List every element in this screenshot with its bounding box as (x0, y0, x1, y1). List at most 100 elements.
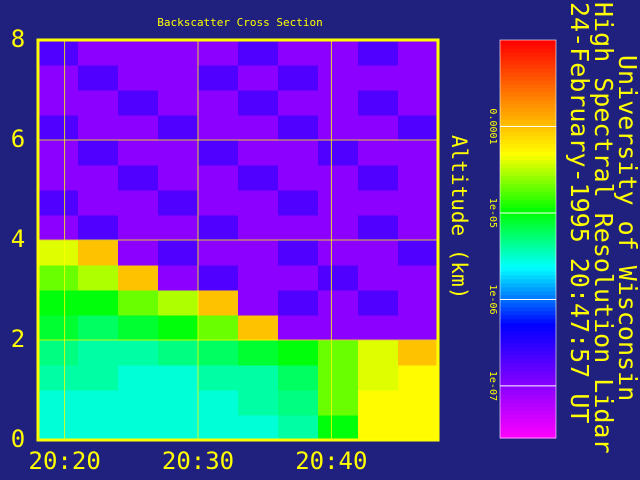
colorbar-segment (500, 223, 556, 228)
heatmap-cell (78, 115, 119, 141)
colorbar-segment (500, 306, 556, 312)
colorbar-segment (500, 310, 556, 316)
heatmap-cell (398, 365, 439, 391)
colorbar-segment (500, 103, 556, 109)
heatmap-cell (198, 240, 239, 266)
colorbar-segment (500, 338, 556, 344)
heatmap-cell (278, 40, 319, 66)
heatmap-cell (278, 165, 319, 191)
heatmap-cell (158, 240, 199, 266)
heatmap-cell (238, 215, 279, 241)
heatmap-cell (398, 215, 439, 241)
heatmap-cell (78, 365, 119, 391)
colorbar-segment (500, 390, 556, 395)
heatmap-cell (318, 290, 359, 316)
heatmap-cell (278, 115, 319, 141)
colorbar-segment (500, 282, 556, 288)
colorbar-segment (500, 254, 556, 260)
heatmap-cell (78, 90, 119, 116)
heatmap-cell (118, 190, 159, 216)
colorbar-segment (500, 119, 556, 125)
heatmap-cell (118, 90, 159, 116)
colorbar-segment (500, 199, 556, 204)
heatmap-cell (398, 65, 439, 91)
colorbar-segment (500, 127, 556, 133)
heatmap-cell (398, 165, 439, 191)
heatmap-cell (398, 90, 439, 116)
heatmap-cell (358, 365, 399, 391)
colorbar-segment (500, 354, 556, 359)
heatmap-cell (38, 165, 79, 191)
heatmap-cell (158, 40, 199, 66)
heatmap-cell (318, 390, 359, 416)
x-tick-label: 20:30 (162, 447, 234, 475)
heatmap-cell (198, 365, 239, 391)
heatmap-cell (318, 115, 359, 141)
colorbar-segment (500, 115, 556, 121)
heatmap-cell (158, 140, 199, 166)
colorbar-segment (500, 422, 556, 427)
colorbar-segment (500, 91, 556, 97)
colorbar-segment (500, 135, 556, 141)
heatmap-cell (318, 340, 359, 366)
heatmap-cell (318, 65, 359, 91)
heatmap-cell (318, 315, 359, 341)
colorbar-segment (500, 67, 556, 73)
heatmap-cell (398, 415, 439, 441)
colorbar-segment (500, 418, 556, 423)
heatmap-cell (278, 315, 319, 341)
colorbar-segment (500, 40, 556, 45)
heatmap-cell (278, 290, 319, 316)
colorbar-tick-label: 1e-06 (487, 284, 498, 314)
colorbar-segment (500, 59, 556, 65)
colorbar-segment (500, 239, 556, 244)
colorbar-segment (500, 262, 556, 268)
heatmap-cell (198, 165, 239, 191)
heatmap-cell (158, 215, 199, 241)
heatmap-cell (358, 40, 399, 66)
colorbar-segment (500, 147, 556, 153)
colorbar-segment (500, 139, 556, 145)
y-tick-label: 4 (11, 225, 25, 253)
heatmap-cell (78, 140, 119, 166)
heatmap-cell (278, 265, 319, 291)
heatmap-cell (198, 40, 239, 66)
colorbar-segment (500, 207, 556, 212)
heatmap-cell (78, 40, 119, 66)
heatmap-cell (238, 165, 279, 191)
heatmap-cell (78, 415, 119, 441)
heatmap-cell (38, 290, 79, 316)
colorbar-segment (500, 79, 556, 85)
heatmap-cell (358, 315, 399, 341)
colorbar-tick-label: 1e-05 (487, 198, 498, 228)
heatmap-cell (318, 140, 359, 166)
heatmap-cell (238, 65, 279, 91)
heatmap-cell (118, 315, 159, 341)
heatmap-cell (198, 315, 239, 341)
heatmap-cell (318, 190, 359, 216)
heatmap-cell (198, 140, 239, 166)
colorbar-segment (500, 350, 556, 356)
colorbar-segment (500, 227, 556, 232)
heatmap-cell (358, 190, 399, 216)
heatmap-cell (198, 390, 239, 416)
heatmap-cell (78, 290, 119, 316)
heatmap-cell (38, 415, 79, 441)
heatmap-cell (398, 140, 439, 166)
heatmap-cell (158, 90, 199, 116)
colorbar-segment (500, 402, 556, 407)
colorbar-segment (500, 382, 556, 387)
colorbar-segment (500, 362, 556, 367)
info-text: High Spectral Resolution Lidar (589, 2, 618, 454)
colorbar-segment (500, 394, 556, 399)
heatmap-cell (238, 40, 279, 66)
heatmap-cell (198, 415, 239, 441)
heatmap-cell (398, 115, 439, 141)
colorbar-segment (500, 366, 556, 371)
colorbar-segment (500, 219, 556, 224)
colorbar-segment (500, 203, 556, 208)
heatmap-cell (238, 265, 279, 291)
heatmap-cell (118, 165, 159, 191)
heatmap-cell (118, 40, 159, 66)
colorbar-segment (500, 298, 556, 304)
